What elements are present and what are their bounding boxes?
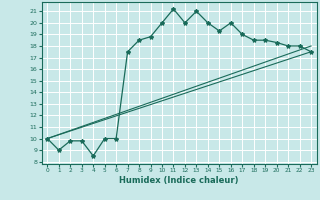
X-axis label: Humidex (Indice chaleur): Humidex (Indice chaleur) xyxy=(119,176,239,185)
